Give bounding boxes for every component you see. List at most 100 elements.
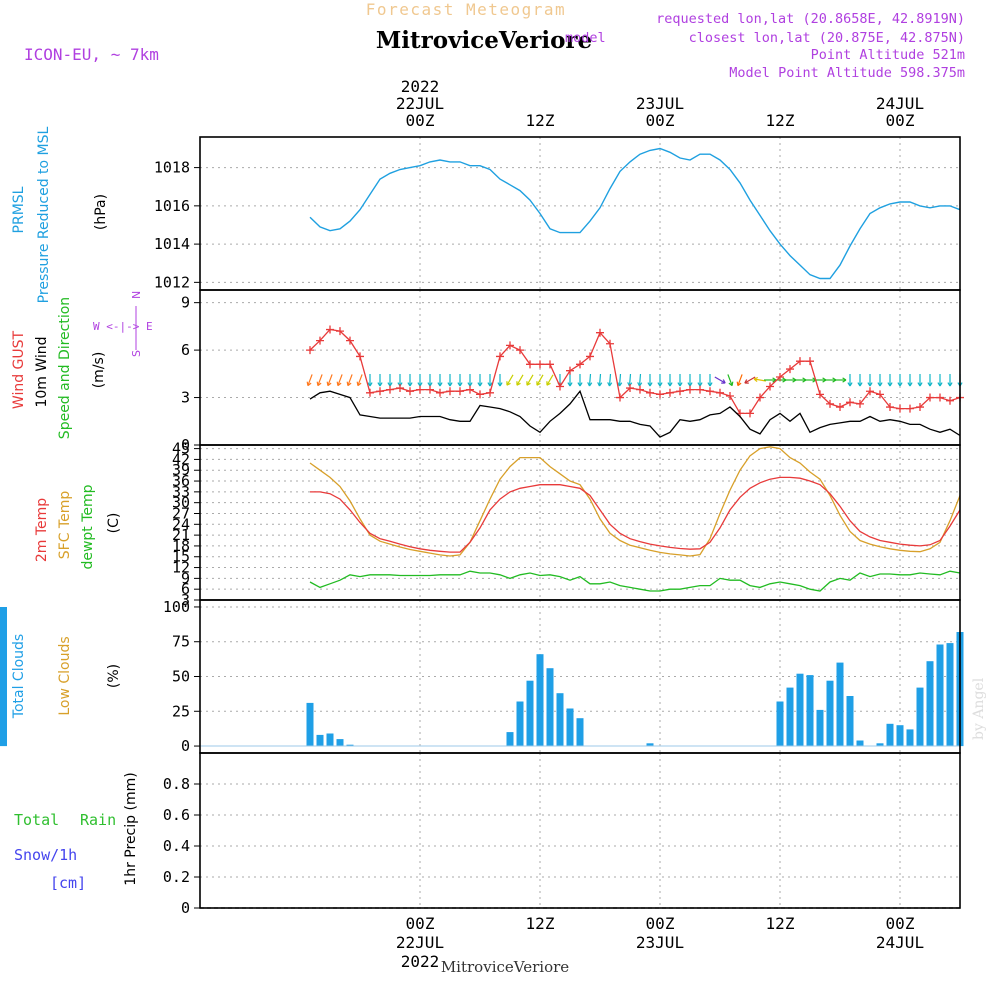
- gust-marker: [556, 382, 564, 391]
- top-year-0: 2022: [401, 77, 440, 96]
- wind-arrow-head: [437, 382, 443, 387]
- gust-marker: [306, 346, 314, 355]
- gust-marker: [486, 388, 494, 397]
- clouds-ytick-1: 25: [172, 702, 190, 720]
- top-date-2: 23JUL: [636, 94, 684, 113]
- gust-marker: [456, 387, 464, 396]
- footer-name: MitroviceVeriore: [441, 958, 569, 976]
- gust-marker: [596, 328, 604, 337]
- gust-marker: [526, 360, 534, 369]
- pressure-ytick-0: 1012: [154, 273, 190, 291]
- t2m-label: 2m Temp: [34, 498, 50, 562]
- temperature-ytick-8: 27: [172, 504, 190, 522]
- top-tick-0: 00Z: [406, 111, 435, 130]
- wind-arrow-head: [487, 382, 493, 387]
- gust-marker: [446, 387, 454, 396]
- clouds-ytick-0: 0: [181, 737, 190, 755]
- bottom-tick-0: 00Z: [406, 914, 435, 933]
- gust-marker: [336, 327, 344, 336]
- wind-arrow-head: [907, 382, 913, 387]
- gust-marker: [916, 403, 924, 412]
- temperature-ytick-5: 18: [172, 537, 190, 555]
- total-cloud-bar: [536, 654, 544, 746]
- wind-arrow: [598, 373, 602, 387]
- wind-direction-arrows: [306, 373, 963, 387]
- total-cloud-bar: [546, 668, 554, 747]
- total-cloud-bar: [816, 709, 824, 747]
- total-cloud-bar: [876, 743, 884, 747]
- total-cloud-bar: [346, 744, 354, 747]
- temperature-ytick-2: 9: [181, 569, 190, 587]
- compass-west-east: W <-|-> E: [93, 320, 153, 333]
- wind-arrow-head: [516, 381, 521, 386]
- total-cloud-bar: [0, 607, 7, 747]
- gust-marker: [766, 382, 774, 391]
- total-cloud-bar: [846, 696, 854, 747]
- total-cloud-bar: [836, 662, 844, 747]
- gust-marker: [776, 372, 784, 381]
- total-cloud-bar: [796, 673, 804, 746]
- clouds-series: [0, 607, 964, 747]
- compass-south: S: [130, 350, 143, 357]
- bottom-date-0: 22JUL: [396, 933, 444, 952]
- gust-marker: [686, 385, 694, 394]
- requested-coords: requested lon,lat (20.8658E, 42.8919N): [656, 11, 965, 27]
- gust-marker: [546, 360, 554, 369]
- wind-arrow-head: [457, 382, 463, 387]
- gust-marker: [926, 393, 934, 402]
- wind-arrow: [588, 373, 592, 387]
- total-cloud-bar: [946, 643, 954, 746]
- total-cloud-bar: [896, 725, 904, 747]
- total-cloud-bar: [576, 718, 584, 746]
- gust-line: [309, 328, 961, 415]
- wind-arrow-head: [336, 381, 342, 387]
- total-cloud-bar: [806, 675, 814, 746]
- pressure-y-ticks: 1012 1014 1016 1018: [154, 159, 200, 291]
- wind-ytick-2: 6: [181, 341, 190, 359]
- temperature-ytick-6: 21: [172, 526, 190, 544]
- temperature-ytick-7: 24: [172, 515, 190, 533]
- gust-marker: [646, 388, 654, 397]
- wind-arrow: [727, 374, 733, 386]
- gust-marker: [566, 366, 574, 375]
- wind-arrow: [714, 376, 726, 384]
- gust-marker: [876, 390, 884, 399]
- t2m-line: [310, 476, 961, 553]
- total-clouds-label: Total Clouds: [11, 634, 27, 719]
- wind-arrow-head: [447, 382, 453, 387]
- precip-ytick-4: 0.8: [163, 775, 190, 793]
- snow-label: Snow/1h: [14, 846, 77, 864]
- total-cloud-bar: [936, 644, 944, 746]
- gust-marker: [616, 393, 624, 402]
- pressure-line: [309, 147, 961, 280]
- wind-arrow-head: [657, 382, 663, 387]
- gust-marker: [356, 352, 364, 361]
- wind-arrow-head: [917, 382, 923, 387]
- wind-arrow-head: [316, 381, 322, 387]
- wind-arrow-head: [526, 381, 531, 386]
- top-time-axis: 00Z22JUL202212Z00Z23JUL12Z00Z24JUL12Z: [396, 77, 924, 130]
- wind-arrow-head: [427, 382, 433, 387]
- watermark: by Angel: [971, 677, 987, 740]
- wind-arrow-head: [326, 381, 332, 387]
- gust-marker: [576, 360, 584, 369]
- top-date-0: 22JUL: [396, 94, 444, 113]
- temperature-ytick-3: 12: [172, 559, 190, 577]
- total-cloud-bar: [556, 693, 564, 747]
- clouds-grid: [200, 600, 960, 753]
- gust-marker: [726, 391, 734, 400]
- total-cloud-bar: [786, 687, 794, 746]
- wind-arrow-head: [927, 382, 933, 387]
- wind-arrow: [317, 374, 323, 386]
- wind-arrow-head: [677, 382, 683, 387]
- gust-marker: [816, 390, 824, 399]
- gust-marker: [406, 387, 414, 396]
- gust-marker: [326, 325, 334, 334]
- total-cloud-bar: [646, 743, 654, 747]
- wind-arrow-head: [367, 382, 373, 387]
- wind-ytick-0: 0: [181, 436, 190, 454]
- wind-arrow-head: [607, 382, 613, 387]
- bottom-date-2: 23JUL: [636, 933, 684, 952]
